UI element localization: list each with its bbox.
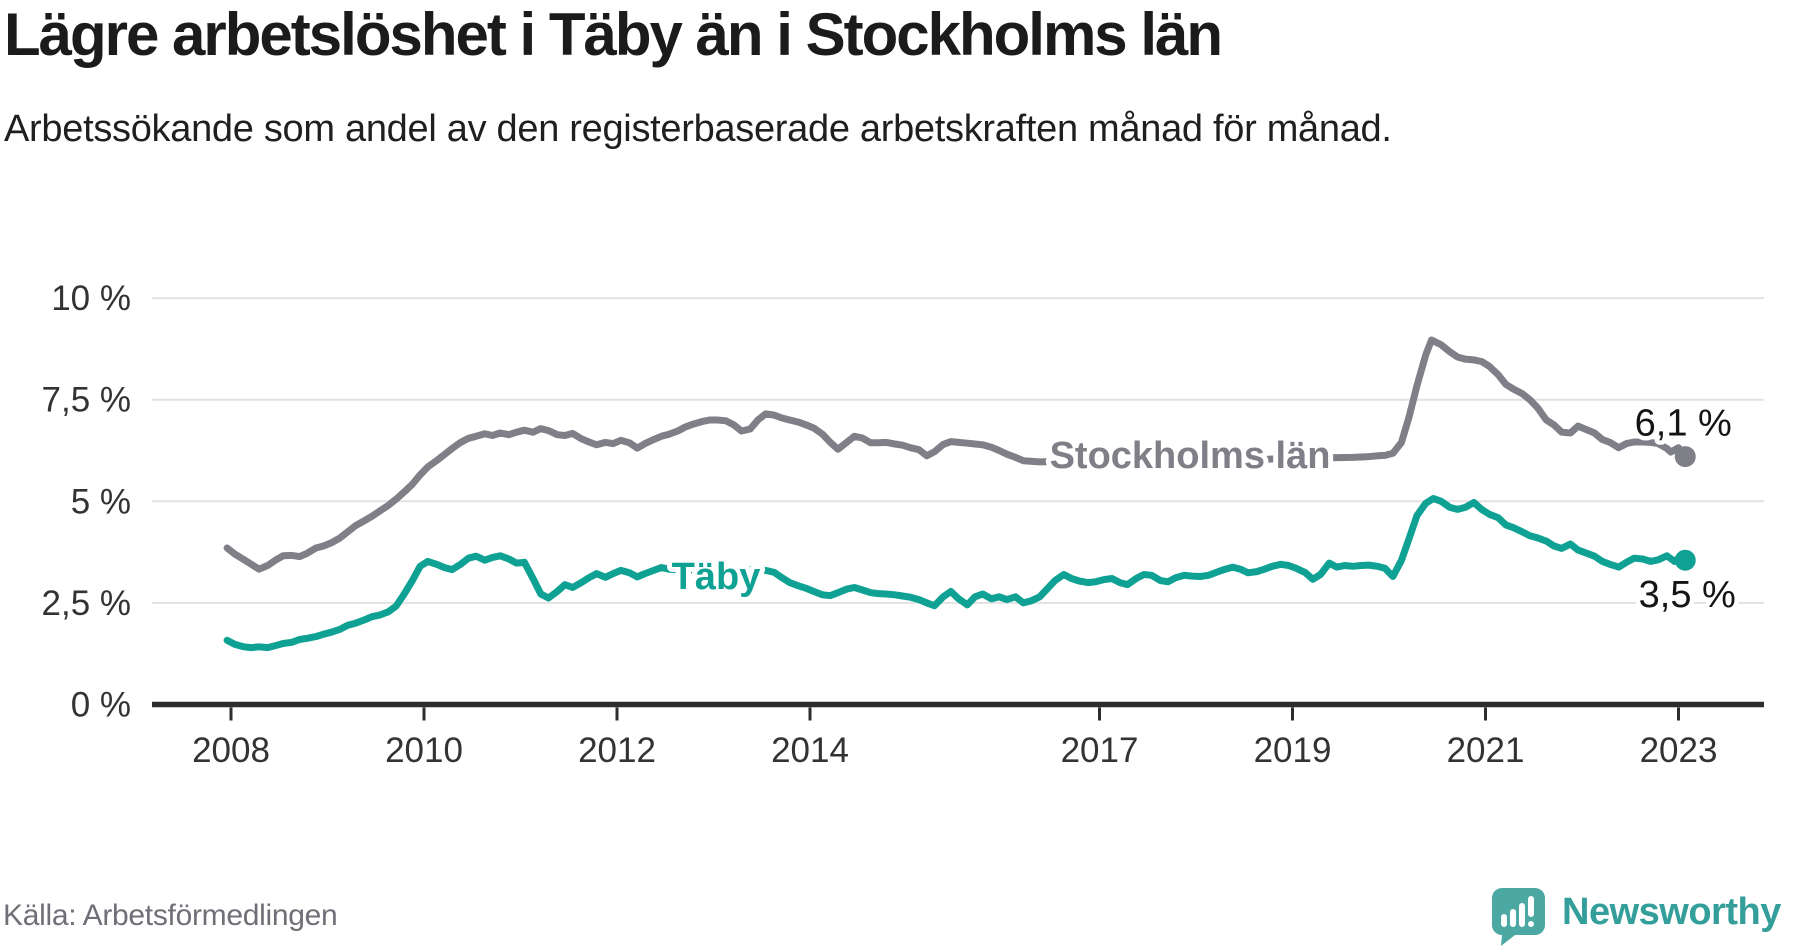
logo-exclamation-dot <box>1528 921 1534 927</box>
series-label-taby: Täby <box>672 556 761 598</box>
series-label-stockholms-lan: Stockholms län <box>1050 435 1331 477</box>
line-chart: 0 % 2,5 % 5 % 7,5 % 10 % 2008 2010 2012 2014 2017… <box>42 279 1764 770</box>
y-tick-label: 10 % <box>51 279 131 318</box>
x-tick-label: 2010 <box>385 731 463 770</box>
chart-title: Lägre arbetslöshet i Täby än i Stockholm… <box>4 1 1223 68</box>
newsworthy-logo-icon <box>1492 888 1545 946</box>
x-tick-label: 2014 <box>771 731 849 770</box>
series-end-dot-taby <box>1674 549 1696 571</box>
y-tick-label: 7,5 % <box>42 381 132 420</box>
y-tick-label: 5 % <box>71 482 131 521</box>
logo-bar-2 <box>1510 909 1516 927</box>
x-tick-label: 2021 <box>1447 731 1525 770</box>
series-end-dot-stockholms-lan <box>1674 446 1696 468</box>
logo-bar-1 <box>1501 914 1507 927</box>
x-tick-label: 2017 <box>1061 731 1139 770</box>
end-value-label-taby: 3,5 % <box>1639 574 1736 616</box>
series-line-stockholms-lan <box>223 336 1689 573</box>
y-tick-label: 0 % <box>71 686 131 725</box>
x-tick-label: 2019 <box>1254 731 1332 770</box>
series-line-taby <box>223 495 1689 652</box>
y-tick-label: 2,5 % <box>42 584 132 623</box>
x-tick-label: 2008 <box>192 731 270 770</box>
x-tick-label: 2023 <box>1640 731 1718 770</box>
chart-subtitle: Arbetssökande som andel av den registerb… <box>4 108 1392 150</box>
source-attribution: Källa: Arbetsförmedlingen <box>3 899 338 932</box>
x-tick-label: 2012 <box>578 731 656 770</box>
newsworthy-brand-text: Newsworthy <box>1562 891 1781 933</box>
speech-bubble-shape <box>1492 888 1545 946</box>
end-value-label-stockholms-lan: 6,1 % <box>1635 403 1732 445</box>
logo-bar-3 <box>1519 903 1525 927</box>
logo-exclamation-bar <box>1528 896 1534 917</box>
newsworthy-logo: Newsworthy <box>1492 884 1800 948</box>
